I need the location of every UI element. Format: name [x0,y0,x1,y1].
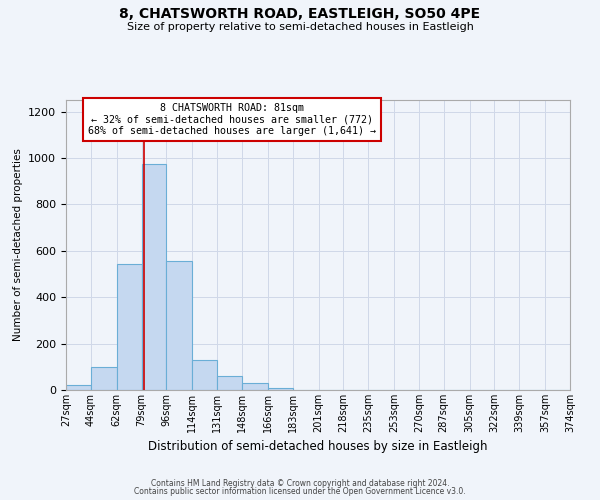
Bar [242,383,268,390]
Bar [91,367,117,390]
X-axis label: Distribution of semi-detached houses by size in Eastleigh: Distribution of semi-detached houses by … [148,440,488,454]
Bar [117,264,142,390]
Text: 8, CHATSWORTH ROAD, EASTLEIGH, SO50 4PE: 8, CHATSWORTH ROAD, EASTLEIGH, SO50 4PE [119,8,481,22]
Text: Contains HM Land Registry data © Crown copyright and database right 2024.: Contains HM Land Registry data © Crown c… [151,478,449,488]
Text: Contains public sector information licensed under the Open Government Licence v3: Contains public sector information licen… [134,487,466,496]
Text: 8 CHATSWORTH ROAD: 81sqm
← 32% of semi-detached houses are smaller (772)
68% of : 8 CHATSWORTH ROAD: 81sqm ← 32% of semi-d… [88,103,376,136]
Bar [217,376,242,390]
Bar [142,164,166,390]
Bar [66,386,91,390]
Bar [166,261,193,390]
Bar [193,360,217,390]
Text: Size of property relative to semi-detached houses in Eastleigh: Size of property relative to semi-detach… [127,22,473,32]
Y-axis label: Number of semi-detached properties: Number of semi-detached properties [13,148,23,342]
Bar [268,388,293,390]
